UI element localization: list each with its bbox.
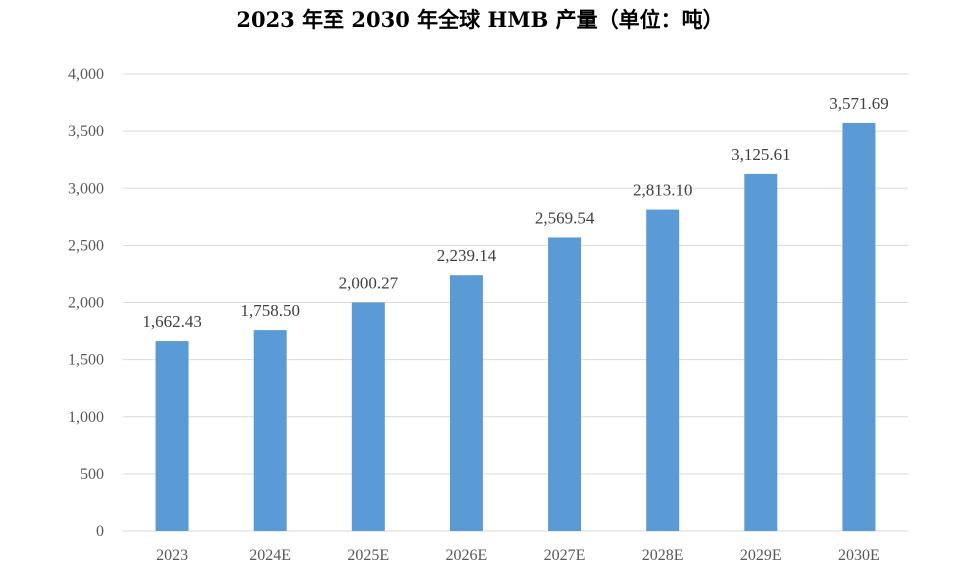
bar-2025E (351, 302, 385, 531)
data-label: 2,239.14 (437, 246, 497, 265)
x-axis-tick-labels: 2023 2024E 2025E 2026E 2027E 2028E 2029E 2030E (156, 547, 880, 564)
y-tick-label: 0 (96, 523, 104, 540)
bar-2027E (548, 237, 582, 531)
data-label: 2,569.54 (535, 208, 595, 227)
x-tick-label: 2029E (740, 547, 782, 564)
y-tick-label: 3,000 (68, 180, 104, 197)
bar-2028E (646, 209, 680, 531)
bar-2023 (155, 341, 189, 531)
y-tick-label: 4,000 (68, 66, 104, 83)
data-label: 2,813.10 (633, 181, 693, 200)
x-tick-label: 2026E (446, 547, 488, 564)
bars (155, 122, 876, 532)
gridlines (123, 73, 908, 475)
bar-2029E (744, 173, 778, 532)
data-label: 3,571.69 (829, 94, 889, 113)
bar-2024E (253, 330, 287, 531)
y-tick-label: 2,500 (68, 237, 104, 254)
data-label: 3,125.61 (731, 145, 791, 164)
y-tick-label: 1,000 (68, 409, 104, 426)
y-tick-label: 1,500 (68, 352, 104, 369)
data-label: 1,662.43 (142, 312, 202, 331)
data-labels: 1,662.43 1,758.50 2,000.27 2,239.14 2,569.54… (142, 94, 888, 331)
data-label: 1,758.50 (240, 301, 300, 320)
x-tick-label: 2024E (249, 547, 291, 564)
data-label: 2,000.27 (339, 273, 399, 292)
bar-2026E (449, 275, 483, 531)
x-tick-label: 2030E (838, 547, 880, 564)
chart-title: 2023 年至 2030 年全球 HMB 产量（单位：吨） (236, 7, 724, 32)
y-tick-label: 500 (80, 466, 104, 483)
y-tick-label: 3,500 (68, 123, 104, 140)
x-tick-label: 2023 (156, 547, 188, 564)
x-tick-label: 2028E (642, 547, 684, 564)
bar-2030E (842, 122, 876, 531)
y-tick-label: 2,000 (68, 295, 104, 312)
y-axis-tick-labels: 0 500 1,000 1,500 2,000 2,500 3,000 3,500 4,000 (68, 66, 104, 540)
x-tick-label: 2025E (347, 547, 389, 564)
x-tick-label: 2027E (544, 547, 586, 564)
